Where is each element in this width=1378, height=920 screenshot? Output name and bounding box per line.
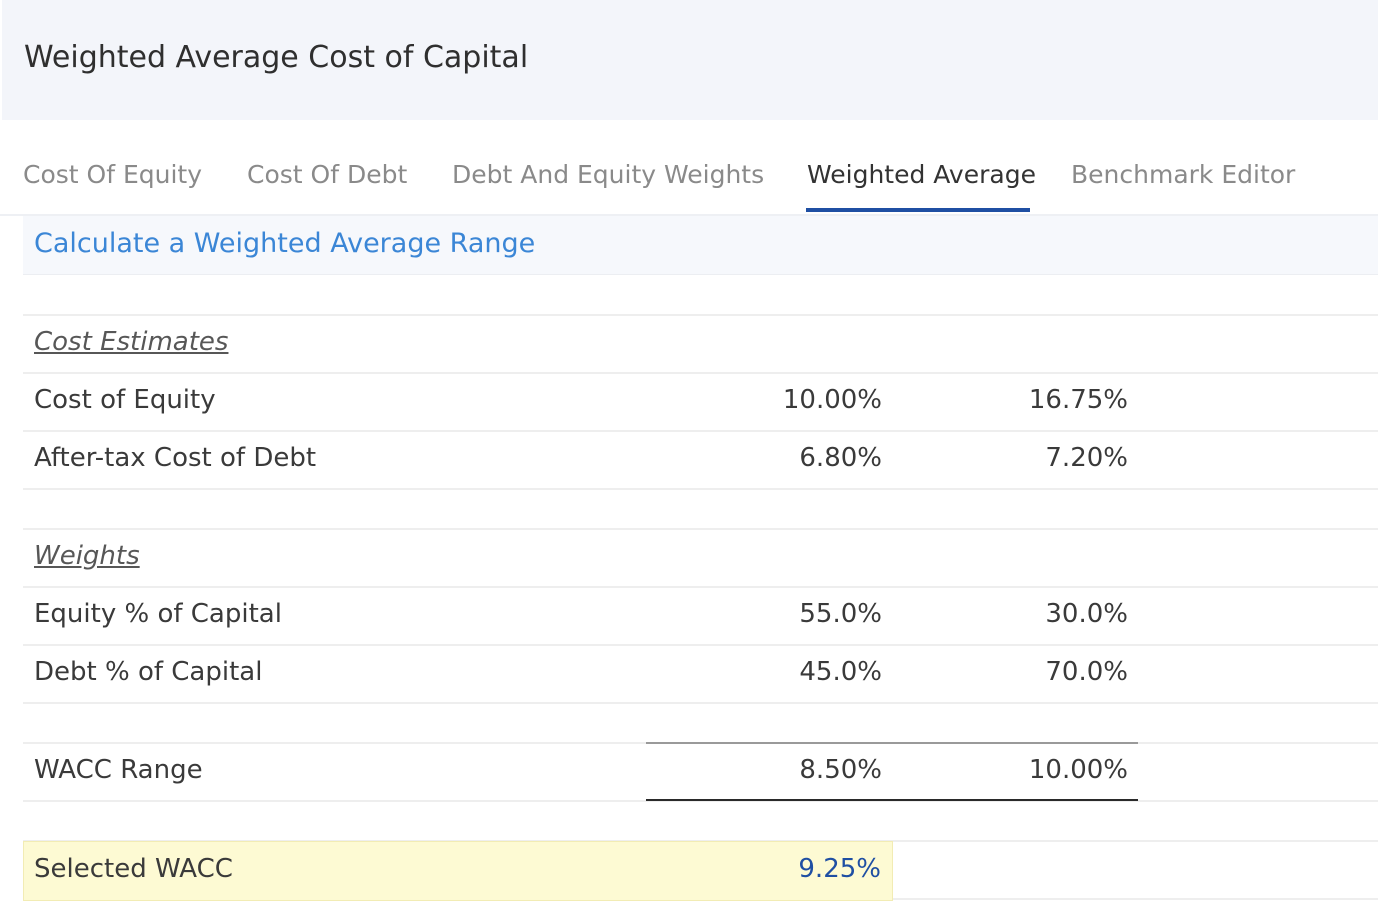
wacc-range-low: 8.50% [799, 755, 882, 785]
cost-estimates-heading: Cost Estimates [34, 327, 229, 357]
active-tab-indicator [806, 208, 1030, 212]
equity-pct-label: Equity % of Capital [34, 599, 282, 629]
cost-of-equity-low: 10.00% [782, 385, 882, 415]
row-divider [23, 528, 1378, 530]
section-header: Calculate a Weighted Average Range [23, 216, 1378, 275]
tab-debt-and-equity-weights[interactable]: Debt And Equity Weights [452, 160, 765, 189]
page-title: Weighted Average Cost of Capital [24, 40, 529, 75]
tab-cost-of-equity[interactable]: Cost Of Equity [23, 160, 203, 189]
equity-pct-low: 55.0% [799, 599, 882, 629]
row-divider [23, 644, 1378, 646]
wacc-range-top-rule [646, 742, 1138, 744]
selected-wacc-value[interactable]: 9.25% [798, 854, 881, 884]
wacc-range-high: 10.00% [1028, 755, 1128, 785]
row-divider [23, 800, 1378, 802]
page-header: Weighted Average Cost of Capital [2, 0, 1378, 120]
tab-benchmark-editor[interactable]: Benchmark Editor [1071, 160, 1296, 189]
tab-cost-of-debt[interactable]: Cost Of Debt [247, 160, 408, 189]
equity-pct-high: 30.0% [1045, 599, 1128, 629]
selected-wacc-label: Selected WACC [34, 854, 233, 884]
debt-pct-label: Debt % of Capital [34, 657, 263, 687]
row-divider [23, 372, 1378, 374]
wacc-range-bottom-rule [646, 799, 1138, 801]
cost-of-equity-high: 16.75% [1028, 385, 1128, 415]
after-tax-cost-of-debt-low: 6.80% [799, 443, 882, 473]
selected-wacc-row: Selected WACC 9.25% [23, 841, 893, 901]
debt-pct-high: 70.0% [1045, 657, 1128, 687]
row-divider [23, 702, 1378, 704]
row-divider [23, 586, 1378, 588]
weights-heading: Weights [34, 541, 140, 571]
wacc-range-label: WACC Range [34, 755, 203, 785]
cost-of-equity-label: Cost of Equity [34, 385, 216, 415]
tab-bar: Cost Of Equity Cost Of Debt Debt And Equ… [0, 120, 1378, 216]
after-tax-cost-of-debt-label: After-tax Cost of Debt [34, 443, 317, 473]
after-tax-cost-of-debt-high: 7.20% [1045, 443, 1128, 473]
debt-pct-low: 45.0% [799, 657, 882, 687]
row-divider [23, 488, 1378, 490]
row-divider [23, 314, 1378, 316]
section-title-link[interactable]: Calculate a Weighted Average Range [34, 228, 536, 259]
tab-weighted-average[interactable]: Weighted Average [807, 160, 1036, 189]
row-divider [23, 430, 1378, 432]
